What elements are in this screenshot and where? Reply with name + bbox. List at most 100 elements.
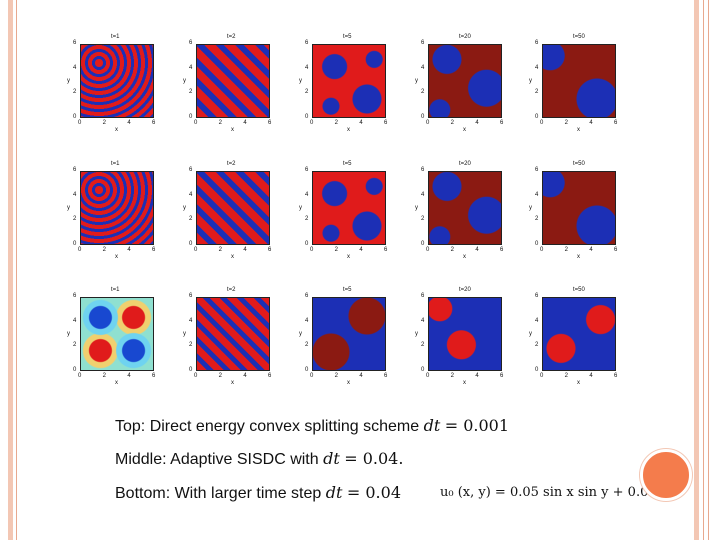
initial-condition-formula: u₀ (x, y) = 0.05 sin x sin y + 0.001 bbox=[440, 485, 665, 500]
y-tick-label: 6 bbox=[73, 293, 77, 299]
x-tick-label: 4 bbox=[127, 120, 131, 126]
y-tick-label: 4 bbox=[305, 64, 309, 71]
field-heatmap bbox=[80, 171, 154, 245]
x-tick-label: 4 bbox=[475, 247, 479, 253]
x-tick-label: 2 bbox=[450, 373, 454, 379]
x-tick-label: 0 bbox=[194, 373, 198, 379]
x-tick-label: 4 bbox=[243, 373, 247, 379]
y-tick-label: 2 bbox=[73, 342, 77, 349]
y-tick-label: 6 bbox=[421, 293, 425, 299]
y-tick-label: 0 bbox=[73, 367, 77, 373]
y-axis-label: y bbox=[415, 78, 418, 84]
x-tick-label: 2 bbox=[334, 247, 338, 253]
x-tick-label: 4 bbox=[475, 373, 479, 379]
x-tick-label: 6 bbox=[384, 247, 388, 253]
y-tick-label: 4 bbox=[535, 191, 539, 198]
x-tick-label: 0 bbox=[540, 247, 544, 253]
x-tick-label: 0 bbox=[426, 247, 430, 253]
panel-title: t=5 bbox=[343, 287, 352, 293]
x-tick-label: 0 bbox=[540, 373, 544, 379]
x-tick-label: 6 bbox=[268, 373, 272, 379]
x-tick-label: 6 bbox=[268, 247, 272, 253]
x-axis-label: x bbox=[463, 127, 466, 133]
x-tick-label: 6 bbox=[500, 120, 504, 126]
x-axis-label: x bbox=[347, 380, 350, 386]
panel-title: t=50 bbox=[573, 161, 585, 167]
y-axis-label: y bbox=[415, 205, 418, 211]
x-tick-label: 4 bbox=[589, 373, 593, 379]
x-tick-label: 2 bbox=[102, 373, 106, 379]
x-tick-label: 4 bbox=[359, 247, 363, 253]
y-tick-label: 6 bbox=[73, 167, 77, 173]
y-tick-label: 4 bbox=[535, 64, 539, 71]
panel-title: t=50 bbox=[573, 34, 585, 40]
x-tick-label: 2 bbox=[564, 120, 568, 126]
y-axis-label: y bbox=[529, 78, 532, 84]
y-tick-label: 6 bbox=[535, 167, 539, 173]
panel-title: t=2 bbox=[227, 161, 236, 167]
x-tick-label: 0 bbox=[78, 120, 82, 126]
y-tick-label: 4 bbox=[535, 317, 539, 324]
x-tick-label: 2 bbox=[334, 120, 338, 126]
decorative-orb bbox=[640, 449, 692, 501]
y-axis-label: y bbox=[183, 331, 186, 337]
x-axis-label: x bbox=[115, 254, 118, 260]
y-tick-label: 6 bbox=[421, 40, 425, 46]
caption-top-math-var: dt bbox=[423, 416, 441, 435]
y-tick-label: 2 bbox=[421, 216, 425, 223]
y-tick-label: 4 bbox=[189, 64, 193, 71]
caption-bottom-math-var: dt bbox=[325, 483, 343, 502]
x-tick-label: 0 bbox=[426, 120, 430, 126]
y-axis-label: y bbox=[529, 331, 532, 337]
x-tick-label: 6 bbox=[268, 120, 272, 126]
y-tick-label: 6 bbox=[421, 167, 425, 173]
field-heatmap bbox=[542, 297, 616, 371]
y-tick-label: 6 bbox=[305, 40, 309, 46]
y-tick-label: 6 bbox=[305, 293, 309, 299]
x-axis-label: x bbox=[347, 254, 350, 260]
y-tick-label: 4 bbox=[189, 317, 193, 324]
field-heatmap bbox=[542, 171, 616, 245]
x-axis-label: x bbox=[115, 380, 118, 386]
field-heatmap bbox=[428, 171, 502, 245]
y-tick-label: 0 bbox=[189, 114, 193, 120]
x-tick-label: 6 bbox=[384, 373, 388, 379]
x-axis-label: x bbox=[231, 380, 234, 386]
x-tick-label: 6 bbox=[500, 247, 504, 253]
right-border-line bbox=[703, 0, 704, 540]
panel-title: t=1 bbox=[111, 34, 120, 40]
field-heatmap bbox=[196, 171, 270, 245]
y-tick-label: 0 bbox=[535, 114, 539, 120]
y-tick-label: 6 bbox=[189, 293, 193, 299]
y-axis-label: y bbox=[299, 205, 302, 211]
y-tick-label: 4 bbox=[305, 191, 309, 198]
y-tick-label: 6 bbox=[73, 40, 77, 46]
x-tick-label: 0 bbox=[310, 373, 314, 379]
x-tick-label: 2 bbox=[334, 373, 338, 379]
right-border-line-2 bbox=[708, 0, 709, 540]
y-tick-label: 2 bbox=[189, 89, 193, 96]
x-tick-label: 2 bbox=[450, 247, 454, 253]
x-tick-label: 2 bbox=[102, 120, 106, 126]
caption-top-math-val: = 0.001 bbox=[444, 416, 510, 435]
field-heatmap bbox=[312, 171, 386, 245]
x-tick-label: 4 bbox=[243, 247, 247, 253]
y-tick-label: 0 bbox=[421, 367, 425, 373]
y-tick-label: 6 bbox=[535, 293, 539, 299]
x-tick-label: 4 bbox=[589, 247, 593, 253]
y-tick-label: 4 bbox=[73, 64, 77, 71]
x-tick-label: 2 bbox=[218, 247, 222, 253]
y-tick-label: 6 bbox=[189, 40, 193, 46]
y-axis-label: y bbox=[67, 205, 70, 211]
y-tick-label: 2 bbox=[305, 342, 309, 349]
y-tick-label: 4 bbox=[421, 64, 425, 71]
x-axis-label: x bbox=[231, 254, 234, 260]
y-axis-label: y bbox=[529, 205, 532, 211]
x-axis-label: x bbox=[347, 127, 350, 133]
x-tick-label: 2 bbox=[450, 120, 454, 126]
panel-title: t=20 bbox=[459, 287, 471, 293]
y-tick-label: 0 bbox=[73, 241, 77, 247]
x-tick-label: 4 bbox=[127, 247, 131, 253]
caption-middle-text: Middle: Adaptive SISDC with bbox=[115, 451, 319, 468]
panel-title: t=20 bbox=[459, 34, 471, 40]
